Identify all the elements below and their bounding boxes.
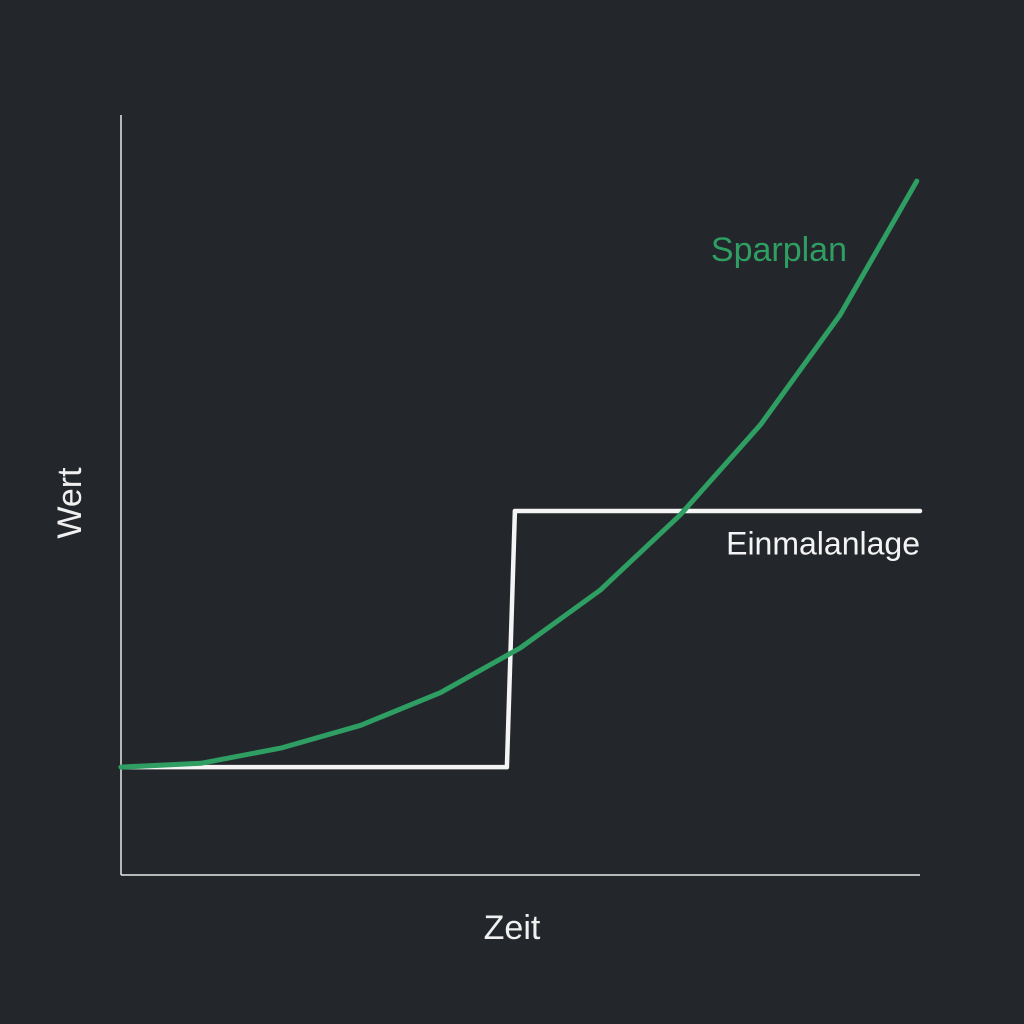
series-line xyxy=(118,178,920,770)
y-axis-label: Wert xyxy=(51,467,89,539)
series-line xyxy=(118,508,923,770)
series-label: Einmalanlage xyxy=(726,525,920,561)
series-label: Sparplan xyxy=(711,231,847,269)
x-axis-label: Zeit xyxy=(484,909,541,947)
